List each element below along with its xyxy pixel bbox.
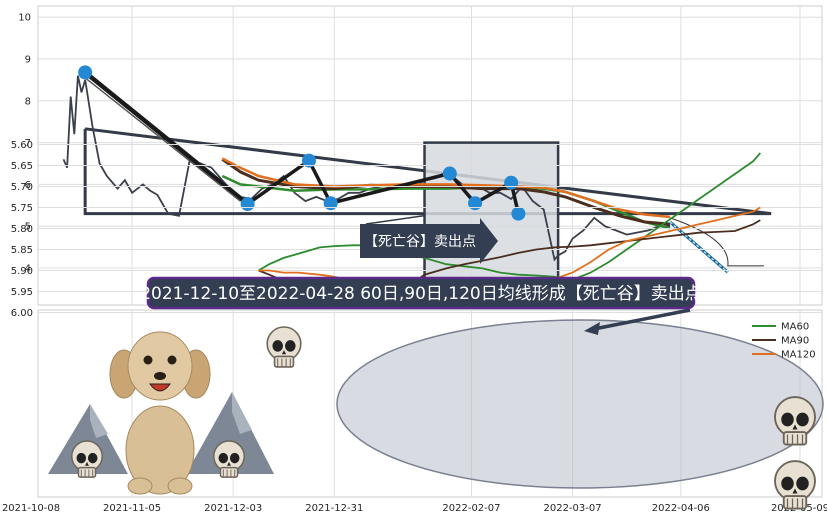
skull-end-lower (774, 460, 816, 510)
ma-y-tick-label: 6.00 (11, 308, 33, 319)
price-y-tick-label: 8 (25, 96, 31, 107)
banner-arrow-head (584, 322, 600, 335)
x-tick-label: 2021-11-05 (103, 503, 161, 514)
skull-eye (76, 452, 87, 464)
illustrations (48, 326, 816, 510)
skull-jaw (782, 495, 808, 510)
skull-head (774, 396, 816, 438)
price-y-tick-label: 4 (25, 264, 31, 275)
annotations: 【死亡谷】卖出点 2021-12-10至2022-04-28 60日,90日,12… (140, 214, 702, 335)
skull-eye (272, 340, 283, 352)
dog-eye (143, 355, 153, 365)
skull-right-mountain (213, 440, 245, 478)
mountain-right (186, 392, 274, 474)
dog-body (125, 405, 195, 495)
decline-line-dashes (669, 221, 729, 273)
peak-point (504, 175, 519, 190)
skull-eye (285, 340, 296, 352)
trend-line-thin (84, 77, 241, 202)
price-y-tick-label: 10 (18, 13, 31, 24)
price-y-tick-label: 5 (25, 222, 31, 233)
skull-nose (227, 461, 231, 466)
dog-mouth (149, 383, 171, 392)
skull-jaw (273, 355, 295, 368)
x-tick-label: 2022-02-07 (442, 503, 500, 514)
skull-end-upper (774, 396, 816, 446)
ma-line-top-ma120 (221, 157, 671, 219)
ma-y-tick-label: 5.90 (11, 266, 33, 277)
legend-label: MA120 (781, 350, 816, 361)
dog-paw (167, 477, 193, 495)
peak-point (301, 153, 316, 168)
price-y-tick-label: 6 (25, 180, 31, 191)
skull-jaw (77, 466, 97, 478)
sell-arrow (360, 218, 498, 264)
legend-label: MA60 (781, 322, 809, 333)
skull-nose (281, 350, 287, 355)
skull-eye (87, 452, 98, 464)
price-y-tick-label: 9 (25, 55, 31, 66)
ma-y-tick-label: 5.70 (11, 182, 33, 193)
skull-eye (796, 412, 809, 427)
x-tick-label: 2022-04-06 (652, 503, 710, 514)
ma-line-ma60 (258, 152, 761, 281)
x-tick-label: 2021-10-08 (2, 503, 60, 514)
skull-eye (218, 452, 229, 464)
peak-point (78, 65, 93, 80)
skull-start (266, 326, 302, 368)
x-tick-label: 2021-12-03 (204, 503, 262, 514)
decline-arc (669, 217, 764, 267)
skull-jaw (219, 466, 239, 478)
trough-point (240, 197, 255, 212)
ma-panel: MA60 MA90 MA120 (258, 152, 824, 489)
price-line (62, 75, 670, 262)
ma-y-tick-label: 5.80 (11, 224, 33, 235)
conclusion-banner (146, 276, 696, 310)
banner-arrow-shaft (593, 308, 691, 331)
mountain-left (48, 404, 128, 474)
trough-point (468, 196, 483, 211)
ma-y-tick-label: 5.65 (11, 161, 33, 172)
skull-eye (229, 452, 240, 464)
skull-eye (781, 412, 794, 427)
legend-label: MA90 (781, 336, 809, 347)
mountain-left-shade (90, 404, 108, 438)
dog-head (127, 331, 193, 401)
skull-eye (781, 476, 794, 491)
trough-point (511, 206, 526, 221)
price-y-tick-label: 7 (25, 138, 31, 149)
skull-head (266, 326, 302, 362)
sell-arrow-label: 【死亡谷】卖出点 (364, 234, 476, 250)
skull-nose (85, 461, 89, 466)
focus-ellipse (336, 319, 824, 489)
skull-head (774, 460, 816, 502)
mountain-right-shade (232, 392, 252, 434)
ma-y-tick-label: 5.95 (11, 287, 33, 298)
dog-eye (167, 355, 177, 365)
skull-jaw (782, 431, 808, 446)
skull-nose (792, 424, 798, 430)
conclusion-banner-text: 2021-12-10至2022-04-28 60日,90日,120日均线形成【死… (140, 284, 702, 304)
price-panel-grid: 4 5 6 7 8 9 10 (18, 5, 823, 306)
skull-nose (792, 488, 798, 494)
ma-y-tick-label: 5.60 (11, 140, 33, 151)
dog-paw (127, 477, 153, 495)
peak-point (442, 166, 457, 181)
ma-y-tick-label: 5.75 (11, 203, 33, 214)
trough-point (323, 196, 338, 211)
x-tick-label: 2021-12-31 (305, 503, 363, 514)
dog-illustration (109, 331, 211, 495)
sell-arrow-pointer (365, 214, 425, 225)
dog-nose (154, 372, 166, 380)
skull-left-mountain (71, 440, 103, 478)
skull-head (71, 440, 103, 473)
ma-y-tick-label: 5.85 (11, 245, 33, 256)
skull-head (213, 440, 245, 473)
skull-eye (796, 476, 809, 491)
x-tick-label: 2022-03-07 (543, 503, 601, 514)
